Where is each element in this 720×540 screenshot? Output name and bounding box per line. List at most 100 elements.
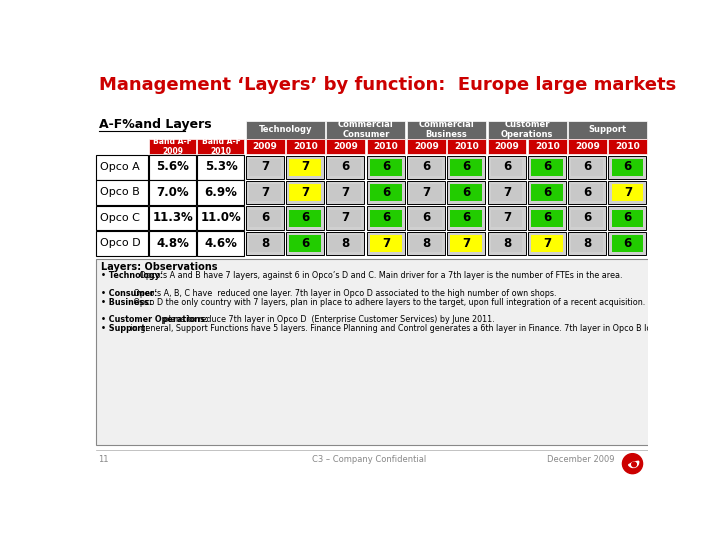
Text: in general, Support Functions have 5 layers. Finance Planning and Control genera: in general, Support Functions have 5 lay… xyxy=(128,325,720,333)
Bar xyxy=(330,159,361,176)
Text: 7: 7 xyxy=(462,237,471,249)
Bar xyxy=(608,206,647,230)
Text: 6: 6 xyxy=(382,211,390,224)
Bar xyxy=(326,232,364,255)
Text: 6.9%: 6.9% xyxy=(204,186,238,199)
Text: 6: 6 xyxy=(341,160,350,173)
Bar xyxy=(326,156,364,179)
Bar xyxy=(330,210,361,226)
Bar xyxy=(528,181,566,204)
Bar xyxy=(407,156,445,179)
Bar xyxy=(608,181,647,204)
Bar xyxy=(568,232,606,255)
Bar xyxy=(407,139,446,154)
Wedge shape xyxy=(629,461,639,468)
Text: 2010: 2010 xyxy=(616,142,640,151)
Bar xyxy=(246,181,284,204)
Text: 6: 6 xyxy=(503,160,511,173)
Bar xyxy=(407,121,486,139)
Bar xyxy=(487,121,567,139)
Text: Opco’s A, B, C have  reduced one layer. 7th layer in Opco D associated to the hi: Opco’s A, B, C have reduced one layer. 7… xyxy=(131,289,557,298)
Text: 6: 6 xyxy=(382,160,390,173)
Text: 6: 6 xyxy=(462,186,471,199)
Bar xyxy=(608,232,647,255)
Text: Layers: Observations: Layers: Observations xyxy=(101,262,217,272)
Text: Opco D the only country with 7 layers, plan in place to adhere layers to the tar: Opco D the only country with 7 layers, p… xyxy=(131,298,645,307)
Text: 7.0%: 7.0% xyxy=(157,186,189,199)
Text: 6: 6 xyxy=(261,211,269,224)
Text: 11: 11 xyxy=(98,455,108,463)
Bar xyxy=(149,231,196,256)
Bar xyxy=(246,139,284,154)
Text: Management ‘Layers’ by function:  Europe large markets: Management ‘Layers’ by function: Europe … xyxy=(99,76,677,94)
Text: Customer
Operations: Customer Operations xyxy=(501,120,553,139)
Text: Opco B: Opco B xyxy=(100,187,140,197)
Bar xyxy=(286,181,324,204)
Text: December 2009: December 2009 xyxy=(547,455,615,463)
Bar xyxy=(197,206,244,231)
Circle shape xyxy=(622,454,642,474)
Bar xyxy=(568,181,606,204)
Text: 6: 6 xyxy=(543,160,552,173)
Text: 11.0%: 11.0% xyxy=(201,211,241,224)
Bar xyxy=(568,156,606,179)
Text: Band A-F
2010: Band A-F 2010 xyxy=(202,137,240,156)
Text: 7: 7 xyxy=(503,211,511,224)
Bar xyxy=(407,206,445,230)
Bar xyxy=(528,156,566,179)
Bar xyxy=(197,155,244,179)
Text: 6: 6 xyxy=(422,160,431,173)
Text: A-F%and Layers: A-F%and Layers xyxy=(99,118,211,131)
Bar xyxy=(608,156,647,179)
Text: 6: 6 xyxy=(624,237,632,249)
Bar xyxy=(286,156,324,179)
Bar xyxy=(96,180,148,205)
Bar xyxy=(611,235,644,252)
Bar xyxy=(531,159,563,176)
Text: 4.6%: 4.6% xyxy=(204,237,238,249)
Bar xyxy=(96,155,148,179)
Bar xyxy=(490,159,523,176)
Bar xyxy=(531,235,563,252)
Bar xyxy=(451,210,482,226)
Bar xyxy=(289,184,321,201)
Text: Opco D: Opco D xyxy=(100,238,140,248)
Text: 2009: 2009 xyxy=(495,142,519,151)
Text: 7: 7 xyxy=(543,237,552,249)
Bar xyxy=(370,235,402,252)
Bar xyxy=(410,184,442,201)
Text: • Business:: • Business: xyxy=(101,298,152,307)
Bar xyxy=(451,159,482,176)
Text: 7: 7 xyxy=(503,186,511,199)
Bar xyxy=(246,156,284,179)
Text: Commercial
Business: Commercial Business xyxy=(418,120,474,139)
Bar xyxy=(410,159,442,176)
Text: 2009: 2009 xyxy=(253,142,278,151)
Bar xyxy=(286,206,324,230)
Text: 7: 7 xyxy=(423,186,431,199)
Bar xyxy=(490,235,523,252)
Text: 7: 7 xyxy=(302,186,310,199)
Bar xyxy=(330,184,361,201)
Bar xyxy=(571,210,603,226)
Bar xyxy=(528,206,566,230)
Bar xyxy=(289,210,321,226)
Bar xyxy=(410,210,442,226)
Text: 2010: 2010 xyxy=(293,142,318,151)
Bar xyxy=(246,232,284,255)
Text: 6: 6 xyxy=(583,160,592,173)
Text: 7: 7 xyxy=(624,186,632,199)
Bar xyxy=(528,139,567,154)
Bar xyxy=(571,235,603,252)
Bar xyxy=(611,210,644,226)
Bar xyxy=(608,139,647,154)
Bar xyxy=(326,181,364,204)
Text: 6: 6 xyxy=(462,160,471,173)
Bar xyxy=(407,232,445,255)
Bar xyxy=(407,181,445,204)
Bar xyxy=(366,139,405,154)
Bar xyxy=(149,139,196,154)
Bar xyxy=(149,180,196,205)
Bar xyxy=(249,235,281,252)
Bar xyxy=(149,206,196,231)
